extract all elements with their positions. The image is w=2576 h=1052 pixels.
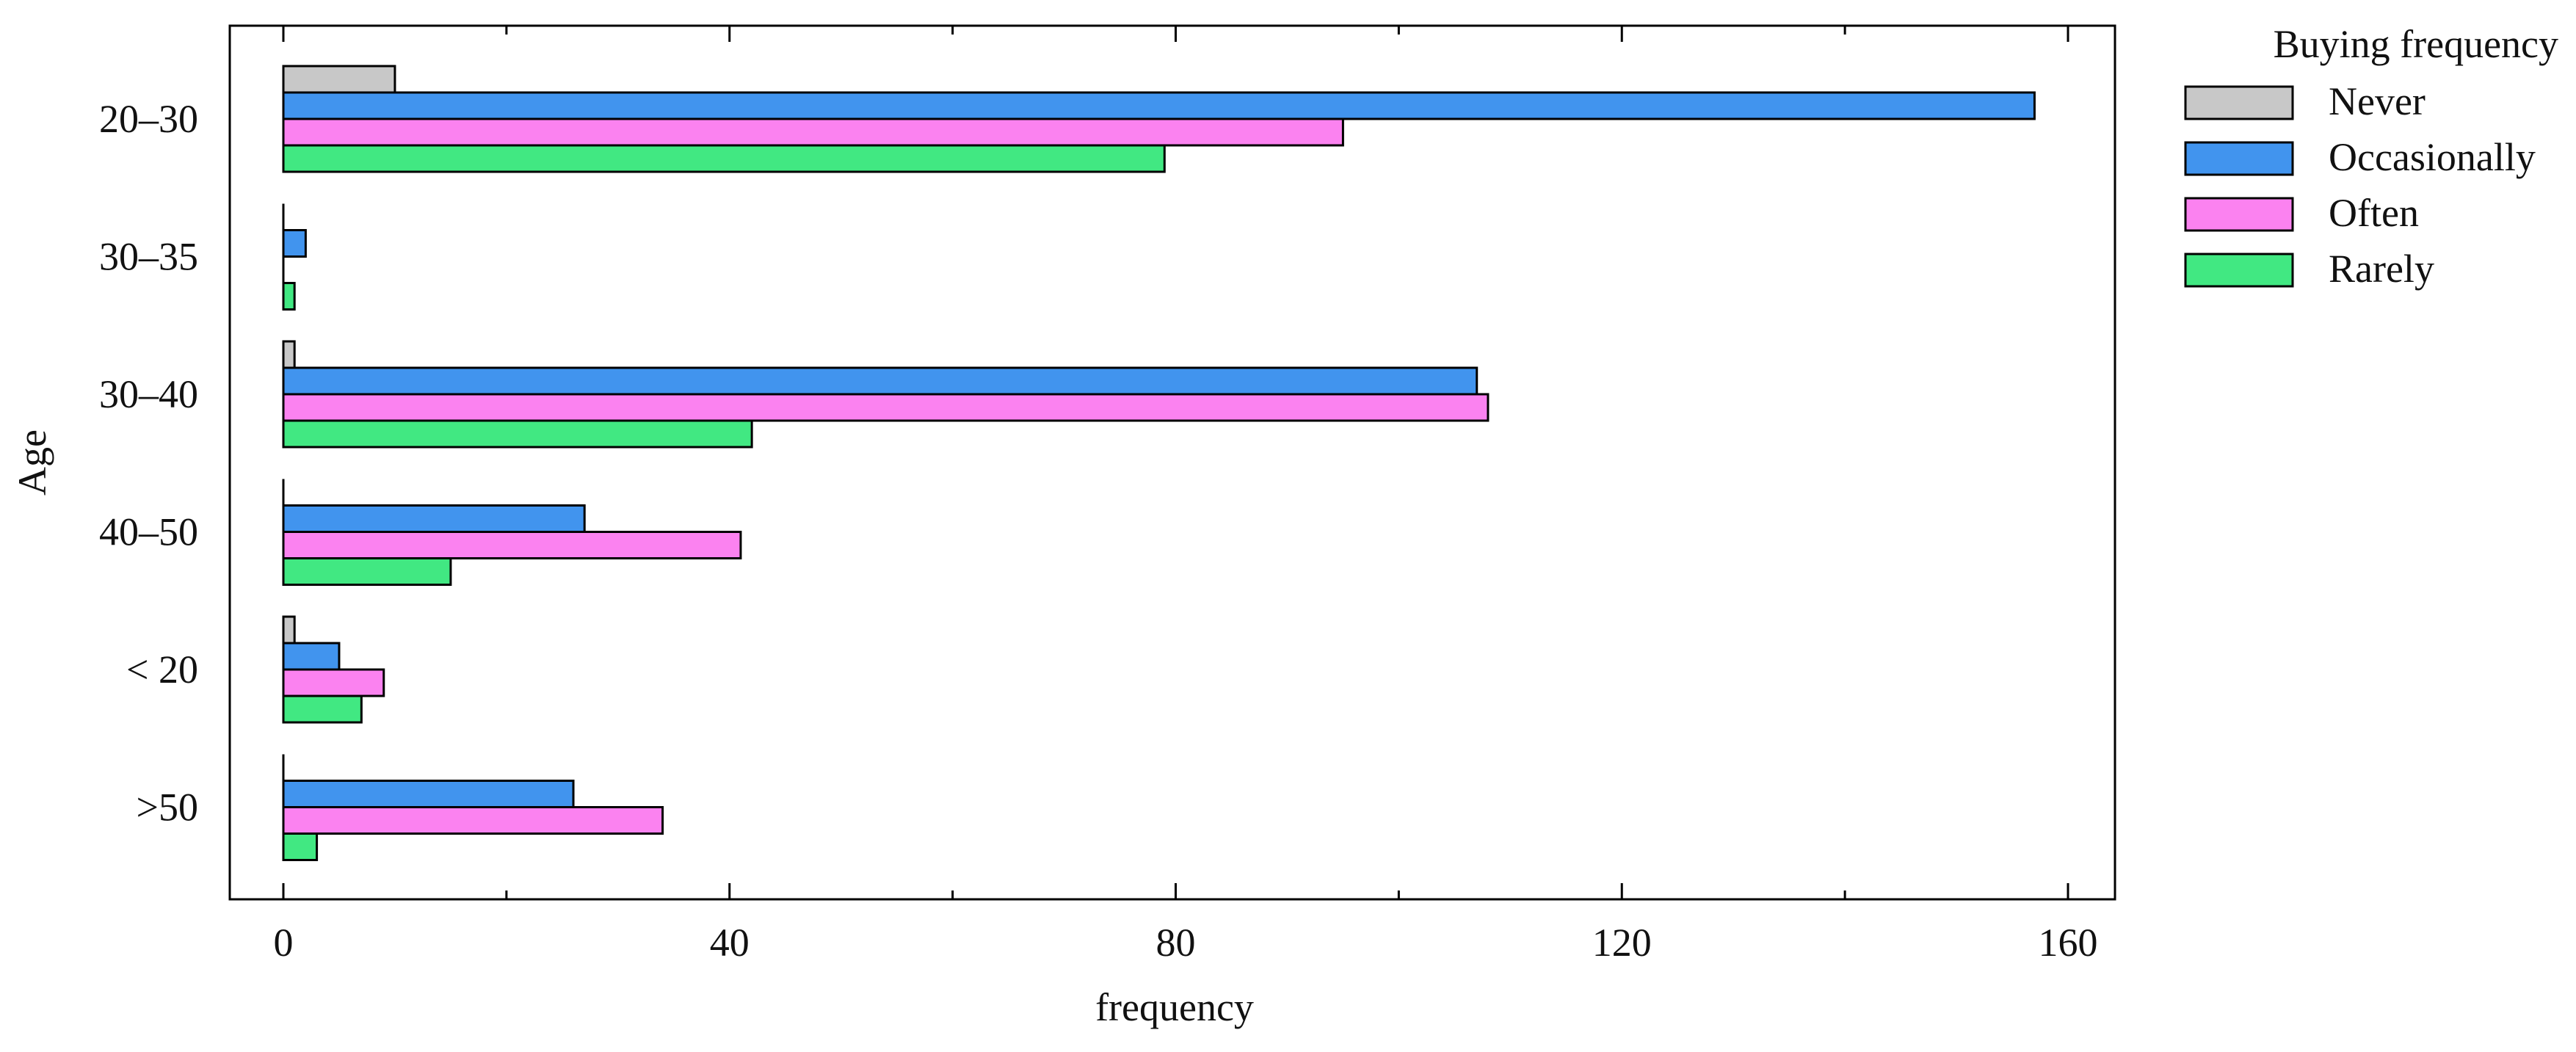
bars-layer <box>282 65 2036 861</box>
y-tick-label: 40–50 <box>99 510 198 554</box>
bar-often-3 <box>282 531 742 559</box>
x-tick-label: 80 <box>1156 921 1196 965</box>
bar-occasionally-4 <box>282 642 341 671</box>
bar-occasionally-0 <box>282 91 2036 120</box>
bar-rarely-1 <box>282 282 296 311</box>
bar-rarely-4 <box>282 694 363 724</box>
bar-never-4 <box>282 615 296 645</box>
plot-frame <box>228 24 2116 901</box>
bar-occasionally-1 <box>282 229 307 258</box>
x-tick-label: 0 <box>274 921 294 965</box>
legend-swatch-rarely <box>2184 253 2294 288</box>
y-axis-label: Age <box>10 429 54 496</box>
bar-rarely-3 <box>282 557 452 586</box>
x-tick-label: 40 <box>710 921 750 965</box>
x-tick-label: 120 <box>1592 921 1652 965</box>
bar-occasionally-3 <box>282 504 586 533</box>
y-tick-label: 20–30 <box>99 97 198 141</box>
bar-never-2 <box>282 340 296 369</box>
bar-occasionally-5 <box>282 780 575 808</box>
legend-swatch-often <box>2184 197 2294 232</box>
bar-rarely-0 <box>282 144 1166 173</box>
x-axis-label: frequency <box>1095 985 1254 1029</box>
legend-label-never: Never <box>2329 79 2426 123</box>
x-tick-label: 160 <box>2039 921 2098 965</box>
legend: Buying frequency Never Occasionally Often R… <box>2184 22 2558 291</box>
legend-swatch-never <box>2184 85 2294 120</box>
legend-swatch-occasionally <box>2184 141 2294 176</box>
bar-rarely-2 <box>282 419 753 449</box>
bar-often-2 <box>282 393 1490 422</box>
x-axis: 0 40 80 120 160 <box>274 26 2098 965</box>
legend-label-rarely: Rarely <box>2329 247 2434 291</box>
legend-label-often: Often <box>2329 191 2419 235</box>
legend-title: Buying frequency <box>2274 22 2558 66</box>
bar-often-4 <box>282 668 385 697</box>
legend-label-occasionally: Occasionally <box>2329 135 2536 179</box>
bar-occasionally-2 <box>282 366 1479 396</box>
y-tick-label: >50 <box>137 786 198 830</box>
y-tick-label: 30–40 <box>99 372 198 416</box>
bar-often-0 <box>282 117 1344 147</box>
y-axis: 20–30 30–35 30–40 40–50 < 20 >50 <box>99 97 198 830</box>
bar-rarely-5 <box>282 832 319 861</box>
y-tick-label: 30–35 <box>99 235 198 279</box>
bar-often-5 <box>282 806 664 835</box>
bar-never-0 <box>282 65 396 94</box>
y-tick-label: < 20 <box>126 647 198 692</box>
